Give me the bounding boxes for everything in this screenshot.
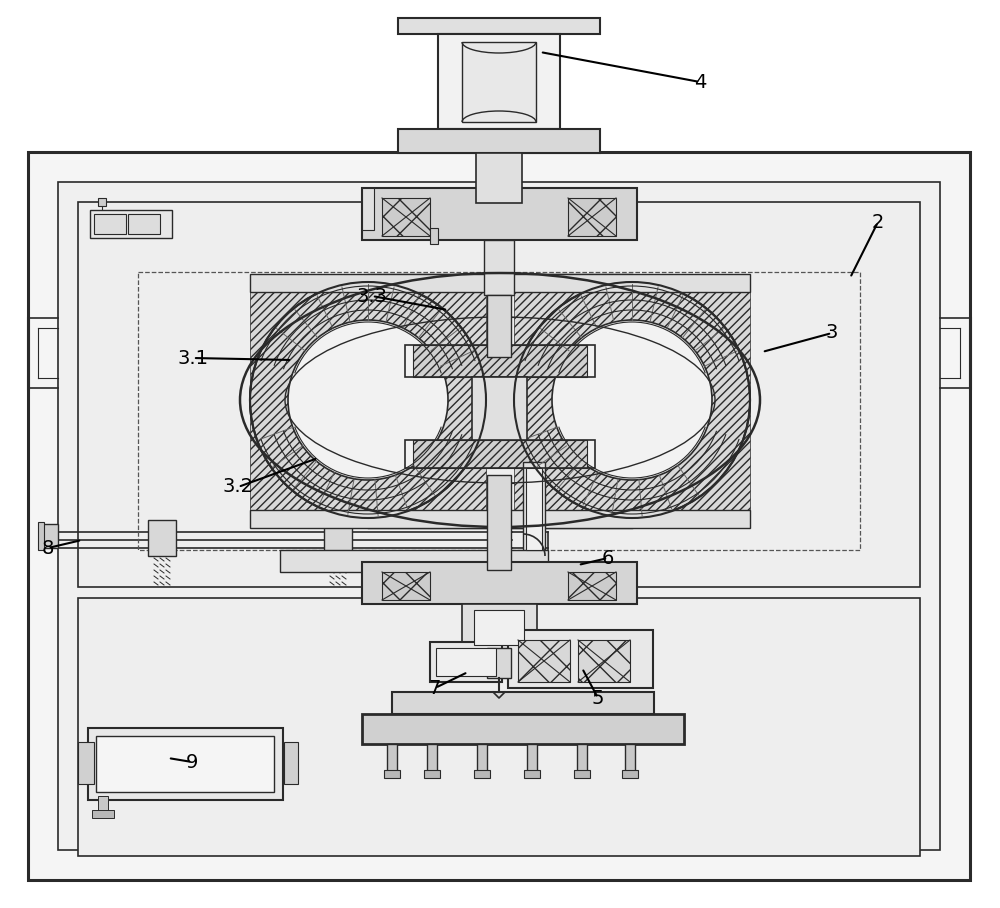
Bar [384, 770, 400, 778]
Bar [577, 744, 587, 776]
Text: 5: 5 [592, 688, 604, 707]
Bar [90, 210, 172, 238]
Bar [362, 562, 637, 604]
Bar [250, 282, 486, 518]
Text: 2: 2 [872, 212, 884, 232]
Text: 3: 3 [826, 323, 838, 342]
Bar [524, 770, 540, 778]
Text: 9: 9 [186, 753, 198, 772]
Bar [250, 510, 750, 528]
Circle shape [552, 320, 712, 480]
Bar [280, 550, 548, 572]
Bar [523, 462, 545, 557]
Bar [474, 770, 490, 778]
Bar [413, 345, 587, 377]
Text: 3.3: 3.3 [356, 287, 388, 305]
Bar [78, 598, 920, 856]
Bar [78, 742, 94, 784]
Bar [148, 520, 176, 556]
Text: 8: 8 [42, 538, 54, 558]
Bar [382, 198, 430, 236]
Bar [625, 744, 635, 776]
Bar [526, 468, 542, 550]
Text: 7: 7 [429, 678, 441, 697]
Text: 4: 4 [694, 73, 706, 92]
Circle shape [288, 320, 448, 480]
Bar [474, 610, 524, 645]
Bar [472, 377, 527, 440]
Bar [424, 770, 440, 778]
Bar [392, 692, 654, 714]
Bar [98, 796, 108, 814]
Bar [622, 770, 638, 778]
Bar [436, 648, 496, 676]
Bar [92, 810, 114, 818]
Bar [405, 345, 595, 377]
Bar [42, 524, 58, 548]
Bar [430, 228, 438, 244]
Bar [430, 642, 502, 682]
Text: 3.2: 3.2 [222, 478, 254, 497]
Bar [462, 42, 536, 122]
Bar [362, 188, 637, 240]
Bar [487, 648, 511, 678]
Bar [508, 630, 653, 688]
Bar [362, 188, 374, 230]
Bar [138, 272, 860, 550]
Bar [413, 440, 587, 468]
Bar [574, 770, 590, 778]
Bar [438, 34, 560, 129]
Bar [568, 198, 616, 236]
Bar [405, 440, 595, 468]
Bar [28, 152, 970, 880]
Bar [284, 742, 298, 784]
Bar [324, 520, 352, 556]
Bar [518, 640, 570, 682]
Bar [96, 736, 274, 792]
Bar [387, 744, 397, 776]
Bar [38, 522, 44, 550]
Bar [487, 475, 511, 570]
Bar [78, 202, 920, 587]
Bar [362, 714, 684, 744]
Bar [88, 728, 283, 800]
Bar [382, 572, 430, 600]
Bar [578, 640, 630, 682]
Bar [250, 274, 750, 292]
Bar [487, 295, 511, 357]
Bar [476, 153, 522, 203]
Bar [58, 182, 940, 850]
Bar [514, 282, 750, 518]
Bar [398, 18, 600, 34]
Bar [568, 572, 616, 600]
Bar [94, 214, 126, 234]
Bar [484, 240, 514, 295]
Bar [527, 744, 537, 776]
Bar [427, 744, 437, 776]
Circle shape [514, 282, 750, 518]
Bar [462, 604, 537, 649]
Bar [98, 198, 106, 206]
Bar [398, 129, 600, 153]
Bar [477, 744, 487, 776]
Text: 3.1: 3.1 [178, 349, 208, 368]
Circle shape [250, 282, 486, 518]
Bar [128, 214, 160, 234]
Text: 6: 6 [602, 548, 614, 568]
